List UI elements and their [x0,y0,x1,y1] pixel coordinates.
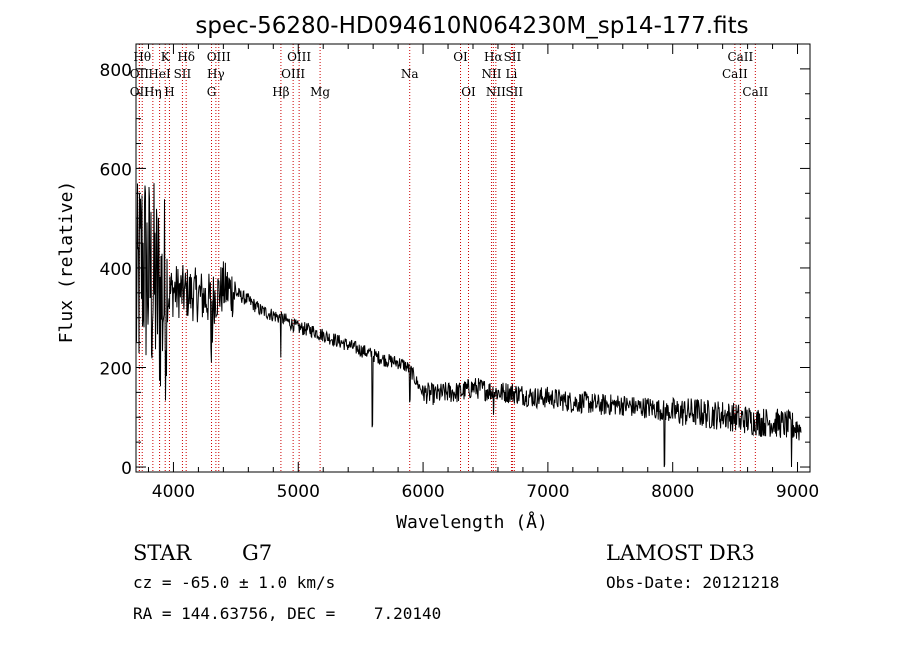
spectral-line-label: OIII [287,50,311,64]
x-tick-label: 7000 [526,482,569,502]
spectral-line-label: SII [174,67,192,81]
spectral-line-label: SII [504,50,522,64]
spectral-line-label: OII [130,67,150,81]
x-tick-label: 5000 [277,482,320,502]
y-tick-label: 400 [100,260,132,280]
spectral-line-label: OII [130,85,150,99]
coordinates: RA = 144.63756, DEC = 7.20140 [133,604,442,623]
spectral-line-label: OIII [207,50,231,64]
x-tick-label: 9000 [776,482,819,502]
spectral-line-label: Hγ [207,67,225,81]
x-tick-label: 8000 [651,482,694,502]
spectral-line-label: OI [453,50,468,64]
chart-title: spec-56280-HD094610N064230M_sp14-177.fit… [195,13,748,39]
spectral-line-label: Li [506,67,518,81]
y-tick-label: 0 [121,459,132,479]
axis-ticks: 4000 5000 6000 7000 8000 9000 0 200 400 600 800 [100,44,819,502]
spectral-line-label: HeI [148,67,171,81]
spectrum-series [135,183,802,468]
spectral-line-label: OI [461,85,476,99]
survey-name: LAMOST DR3 [606,541,755,565]
y-tick-label: 200 [100,359,132,379]
object-class: STAR [133,541,192,565]
obs-date: Obs-Date: 20121218 [606,573,780,592]
redshift-info: cz = -65.0 ± 1.0 km/s [133,573,336,592]
spectral-line-label: Na [401,67,419,81]
spectral-line-label: G [207,85,217,99]
spectral-line-label: NII [481,67,501,81]
spectral-lines [138,44,756,472]
y-axis-label: Flux (relative) [56,181,77,344]
spectral-line-label: Hθ [133,50,151,64]
y-tick-label: 800 [100,61,132,81]
spectral-line-label: H [164,85,174,99]
spectral-line-label: Hη [144,85,162,99]
spectral-line-label: CaII [742,85,768,99]
spectral-line-label: CaII [722,67,748,81]
spectral-line-label: Mg [310,85,330,99]
x-tick-label: 6000 [401,482,444,502]
spectral-line-label: OIII [281,67,305,81]
x-tick-label: 4000 [152,482,195,502]
spectral-line-label: Hβ [272,85,289,99]
spectral-line-label: NII [486,85,506,99]
object-subclass: G7 [242,541,273,565]
spectral-line-label: SII [505,85,523,99]
spectral-line-label: CaII [727,50,753,64]
y-tick-label: 600 [100,160,132,180]
spectral-line-label: K [161,50,171,64]
x-axis-label: Wavelength (Å) [396,511,548,533]
spectral-line-label: Hδ [177,50,195,64]
spectral-line-label: Hα [484,50,503,64]
